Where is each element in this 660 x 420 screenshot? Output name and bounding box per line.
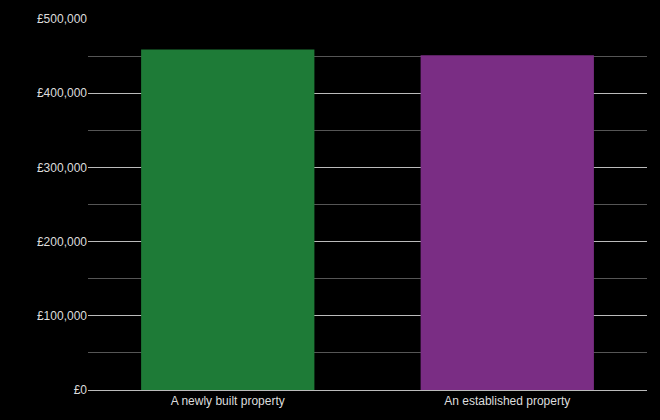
svg-text:£300,000: £300,000 [37,161,87,175]
svg-text:An established property: An established property [444,394,570,408]
svg-text:£400,000: £400,000 [37,86,87,100]
svg-text:£500,000: £500,000 [37,12,87,26]
svg-text:£200,000: £200,000 [37,235,87,249]
svg-text:£0: £0 [74,383,88,397]
svg-text:£100,000: £100,000 [37,309,87,323]
svg-text:A newly built property: A newly built property [171,394,285,408]
